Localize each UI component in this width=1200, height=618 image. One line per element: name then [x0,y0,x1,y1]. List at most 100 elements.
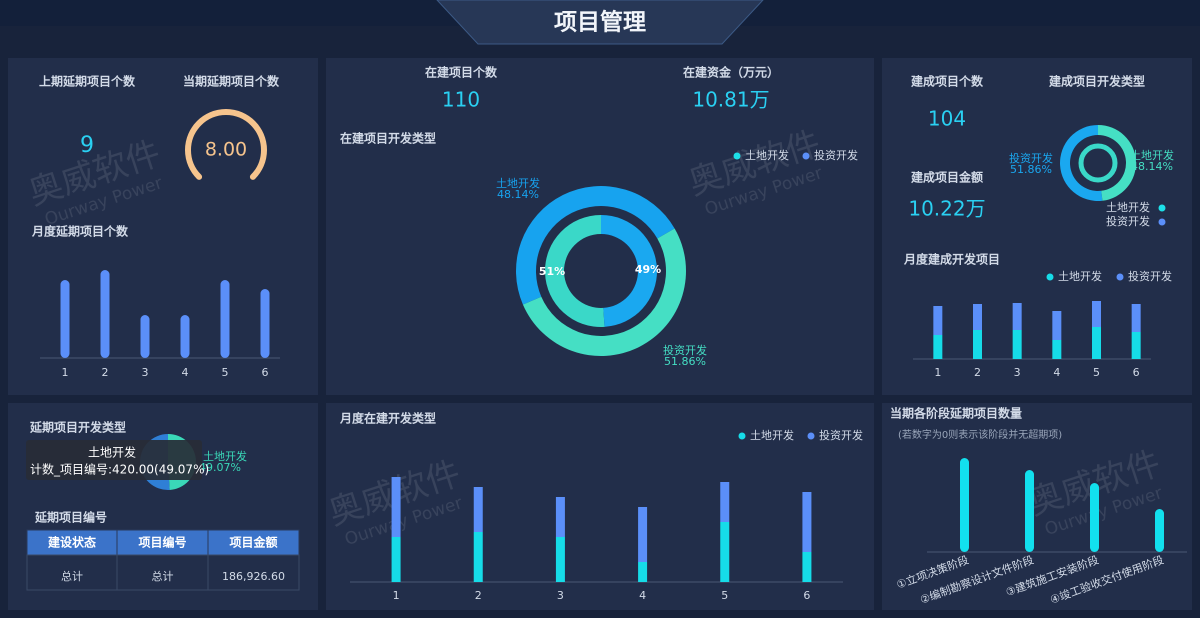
table-header-text: 项目金额 [229,535,277,550]
legend-label: 土地开发 [750,428,794,442]
slice-label: 投资开发 [1009,151,1053,165]
kpi-value: 10.22万 [908,197,985,221]
x-tick-label: 6 [262,366,269,379]
chart-subtitle: (若数字为0则表示该阶段并无超期项) [898,428,1062,441]
bar-segment [555,497,565,537]
kpi-label: 上期延期项目个数 [39,74,136,89]
kpi-label: 建成项目金额 [910,170,983,185]
bar [60,280,70,358]
bar-segment [555,537,565,582]
donut-slice [522,228,686,356]
kpi-value: 10.81万 [692,88,769,112]
legend-label: 土地开发 [1058,269,1102,283]
bar-segment [973,304,982,330]
legend-marker [1046,273,1054,281]
legend-label: 投资开发 [819,428,863,442]
slice-value: 49% [635,263,661,276]
gauge-arc [185,109,267,180]
legend-label: 投资开发 [814,148,858,162]
bar-segment [973,330,982,359]
bar-segment [720,522,730,582]
bar-segment [473,487,483,532]
bar [260,289,270,358]
bar-segment [802,552,812,582]
x-tick-label: 1 [62,366,69,379]
slice-label: 土地开发 [1130,148,1174,162]
donut-slice [515,185,675,305]
donut-slice [545,215,605,327]
header-frame [436,0,764,45]
chart-title: 月度建成开发项目 [903,252,1000,267]
donut-decoration [1078,143,1118,183]
x-tick-label: 3 [1014,366,1021,379]
kpi-label: 建成项目个数 [910,74,984,89]
panel [326,403,874,610]
bar-segment [1092,327,1101,359]
bar-segment [1052,340,1062,359]
bar-segment [720,482,730,522]
slice-value: 51.86% [664,355,706,368]
chart-title: 月度在建开发类型 [339,411,436,426]
bar [1090,483,1099,552]
panel [882,403,1192,610]
legend-marker [733,152,741,160]
bar-segment [1052,311,1062,340]
tooltip-text: 计数_项目编号:420.00(49.07%) [30,462,209,477]
donut-slice [1098,124,1136,201]
x-tick-label: 4 [182,366,189,379]
slice-value: 48.14% [497,188,539,201]
bar [1155,509,1164,552]
table-cell-text: 186,926.60 [222,570,285,583]
x-tick-label: 1 [393,589,400,602]
table-header-cell [207,529,300,556]
chart-title: 延期项目开发类型 [29,420,126,435]
legend-label: 投资开发 [1106,214,1150,228]
bar [140,315,150,358]
chart-title: 在建项目开发类型 [340,131,436,146]
legend-label: 土地开发 [1106,200,1150,214]
table-cell-text: 总计 [61,569,83,583]
tooltip [26,440,202,480]
bar [220,280,230,358]
x-tick-label: 6 [803,589,810,602]
table-cell [207,554,300,591]
slice-value: 49.07% [199,461,241,474]
kpi-label: 在建项目个数 [425,65,498,80]
bar-segment [802,492,812,552]
x-tick-label: 3 [142,366,149,379]
legend-marker [1158,218,1166,226]
donut-slice [1060,125,1103,201]
kpi-label: 当期延期项目个数 [183,74,280,89]
bar-segment [473,532,483,582]
kpi-value: 110 [442,88,480,112]
slice-value: 51.86% [1010,163,1052,176]
legend-label: 投资开发 [1128,269,1172,283]
table-header-text: 建设状态 [47,535,96,550]
chart-title: 月度延期项目个数 [31,224,129,239]
legend-marker [1158,204,1166,212]
bar-segment [391,537,401,582]
x-tick-label: 6 [1133,366,1140,379]
bar [180,315,190,358]
bar-segment [638,562,648,582]
slice-label: 土地开发 [496,176,540,190]
tooltip-title: 土地开发 [88,445,136,460]
slice-value: 48.14% [1131,160,1173,173]
bar-segment [933,335,943,359]
table-header-text: 项目编号 [138,535,186,550]
legend-marker [807,432,815,440]
bar-segment [933,306,943,335]
page-title: 项目管理 [554,9,646,36]
chart-title: 建成项目开发类型 [1048,74,1145,89]
x-tick-label: 5 [721,589,728,602]
legend-marker [1116,273,1124,281]
x-tick-label: 1 [934,366,941,379]
legend-label: 土地开发 [745,148,789,162]
slice-label: 投资开发 [663,343,707,357]
legend-marker [738,432,746,440]
kpi-value: 104 [928,107,966,131]
table-header-cell [26,529,118,556]
x-tick-label: 4 [1053,366,1060,379]
bar-segment [1092,301,1101,327]
slice-label: 土地开发 [203,449,247,463]
